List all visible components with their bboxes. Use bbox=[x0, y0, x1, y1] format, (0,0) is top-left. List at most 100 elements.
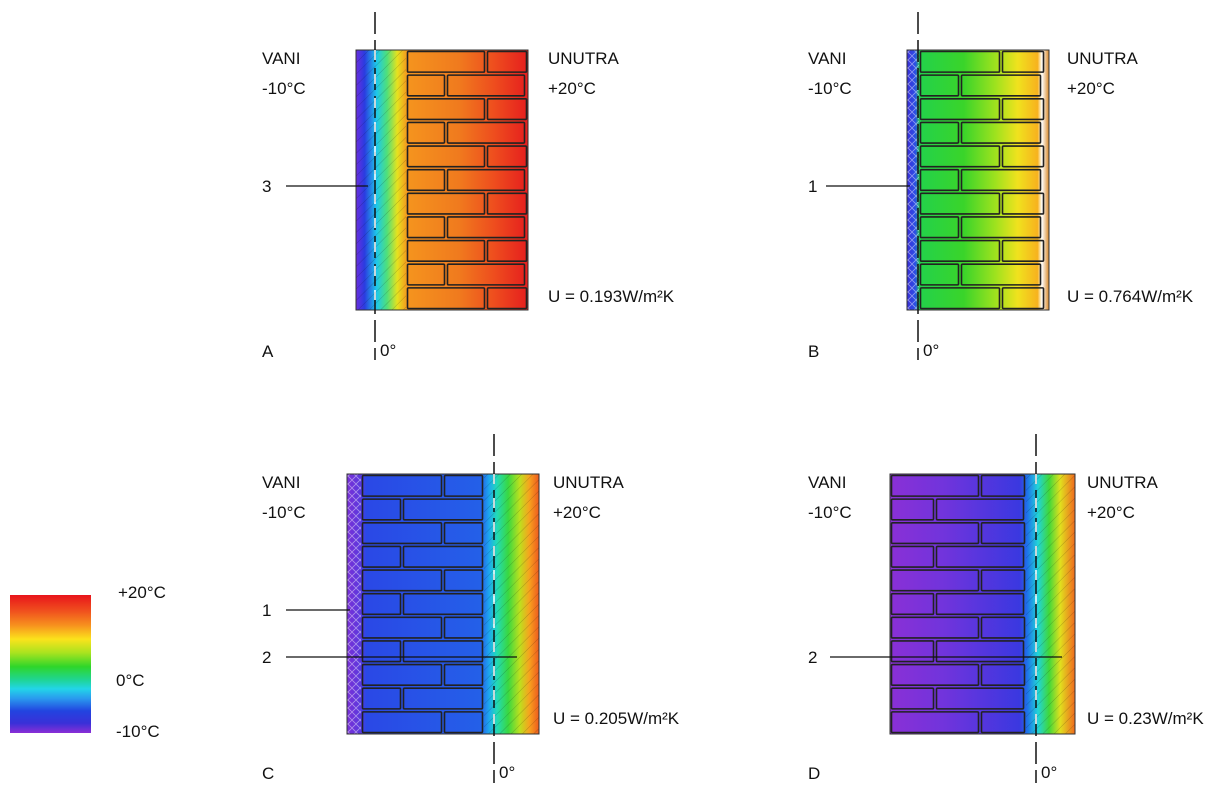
brick-courses-d bbox=[890, 474, 1026, 734]
brick bbox=[406, 97, 486, 121]
inside-label-b: UNUTRA bbox=[1067, 49, 1138, 68]
callout-number-d-2: 2 bbox=[808, 648, 817, 667]
brick bbox=[919, 74, 960, 97]
brick-courses-b bbox=[919, 50, 1045, 310]
brick bbox=[402, 498, 484, 521]
brick bbox=[960, 121, 1042, 144]
brick bbox=[919, 192, 1001, 215]
outside-label-c: VANI bbox=[262, 473, 300, 492]
brick bbox=[935, 640, 1025, 663]
brick bbox=[406, 168, 446, 192]
brick bbox=[980, 663, 1026, 687]
inside-temp-c: +20°C bbox=[553, 503, 601, 522]
brick bbox=[446, 74, 526, 97]
zero-label-c: 0° bbox=[499, 763, 515, 782]
inside-temp-b: +20°C bbox=[1067, 79, 1115, 98]
u-value-d: U = 0.23W/m²K bbox=[1087, 709, 1204, 728]
brick bbox=[406, 74, 446, 97]
brick bbox=[486, 287, 528, 310]
brick bbox=[361, 569, 443, 592]
brick bbox=[406, 239, 486, 263]
brick bbox=[935, 498, 1025, 521]
brick bbox=[919, 239, 1001, 263]
brick bbox=[890, 711, 980, 734]
zero-label-a: 0° bbox=[380, 341, 396, 360]
brick bbox=[890, 592, 935, 616]
brick bbox=[446, 168, 526, 192]
brick bbox=[1001, 50, 1045, 73]
brick bbox=[935, 687, 1025, 710]
u-value-c: U = 0.205W/m²K bbox=[553, 709, 680, 728]
inside-label-a: UNUTRA bbox=[548, 49, 619, 68]
brick bbox=[1001, 97, 1045, 121]
inside-temp-d: +20°C bbox=[1087, 503, 1135, 522]
brick bbox=[980, 569, 1026, 592]
brick bbox=[919, 216, 960, 239]
brick bbox=[890, 569, 980, 592]
brick bbox=[960, 263, 1042, 286]
outside-temp-a: -10°C bbox=[262, 79, 306, 98]
brick bbox=[935, 592, 1025, 616]
brick bbox=[980, 521, 1026, 545]
brick bbox=[980, 711, 1026, 734]
outside-label-b: VANI bbox=[808, 49, 846, 68]
brick bbox=[1001, 145, 1045, 168]
brick-courses-a bbox=[406, 50, 528, 310]
brick bbox=[402, 545, 484, 568]
wall-outline-d bbox=[889, 473, 1076, 735]
legend-min-label: -10°C bbox=[116, 722, 160, 741]
temperature-legend: +20°C 0°C -10°C bbox=[10, 583, 166, 741]
brick bbox=[890, 663, 980, 687]
callout-number-a-3: 3 bbox=[262, 177, 271, 196]
wall-outline-b bbox=[906, 49, 1050, 311]
brick bbox=[890, 498, 935, 521]
wall-outline-a bbox=[355, 49, 529, 311]
panel-letter-c: C bbox=[262, 764, 274, 783]
brick bbox=[890, 521, 980, 545]
callout-number-c-1: 1 bbox=[262, 601, 271, 620]
brick bbox=[890, 545, 935, 568]
brick-courses-c bbox=[361, 474, 484, 734]
inner-insulation-d bbox=[1026, 474, 1075, 734]
brick bbox=[443, 474, 484, 497]
brick bbox=[443, 711, 484, 734]
brick bbox=[486, 97, 528, 121]
brick bbox=[443, 569, 484, 592]
brick bbox=[1001, 287, 1045, 310]
brick bbox=[486, 50, 528, 73]
outside-label-d: VANI bbox=[808, 473, 846, 492]
brick bbox=[890, 474, 980, 497]
brick bbox=[890, 616, 980, 639]
inside-label-c: UNUTRA bbox=[553, 473, 624, 492]
brick bbox=[960, 168, 1042, 192]
legend-mid-label: 0°C bbox=[116, 671, 145, 690]
brick bbox=[402, 592, 484, 616]
callout-number-c-2: 2 bbox=[262, 648, 271, 667]
outside-temp-d: -10°C bbox=[808, 503, 852, 522]
brick bbox=[443, 616, 484, 639]
brick bbox=[890, 640, 935, 663]
brick bbox=[446, 263, 526, 286]
panel-letter-d: D bbox=[808, 764, 820, 783]
callout-number-b-1: 1 bbox=[808, 177, 817, 196]
zero-label-b: 0° bbox=[923, 341, 939, 360]
brick bbox=[361, 616, 443, 639]
brick bbox=[361, 592, 402, 616]
insulation-layer-a bbox=[356, 50, 406, 310]
zero-label-d: 0° bbox=[1041, 763, 1057, 782]
brick bbox=[443, 663, 484, 687]
legend-max-label: +20°C bbox=[118, 583, 166, 602]
inside-label-d: UNUTRA bbox=[1087, 473, 1158, 492]
insulation-layer-b bbox=[907, 50, 919, 310]
brick bbox=[406, 145, 486, 168]
brick bbox=[486, 239, 528, 263]
brick bbox=[406, 121, 446, 144]
brick bbox=[402, 687, 484, 710]
brick bbox=[919, 97, 1001, 121]
outside-label-a: VANI bbox=[262, 49, 300, 68]
brick bbox=[361, 711, 443, 734]
brick bbox=[402, 640, 484, 663]
wall-outline-c bbox=[346, 473, 540, 735]
legend-color-bar bbox=[10, 595, 91, 733]
